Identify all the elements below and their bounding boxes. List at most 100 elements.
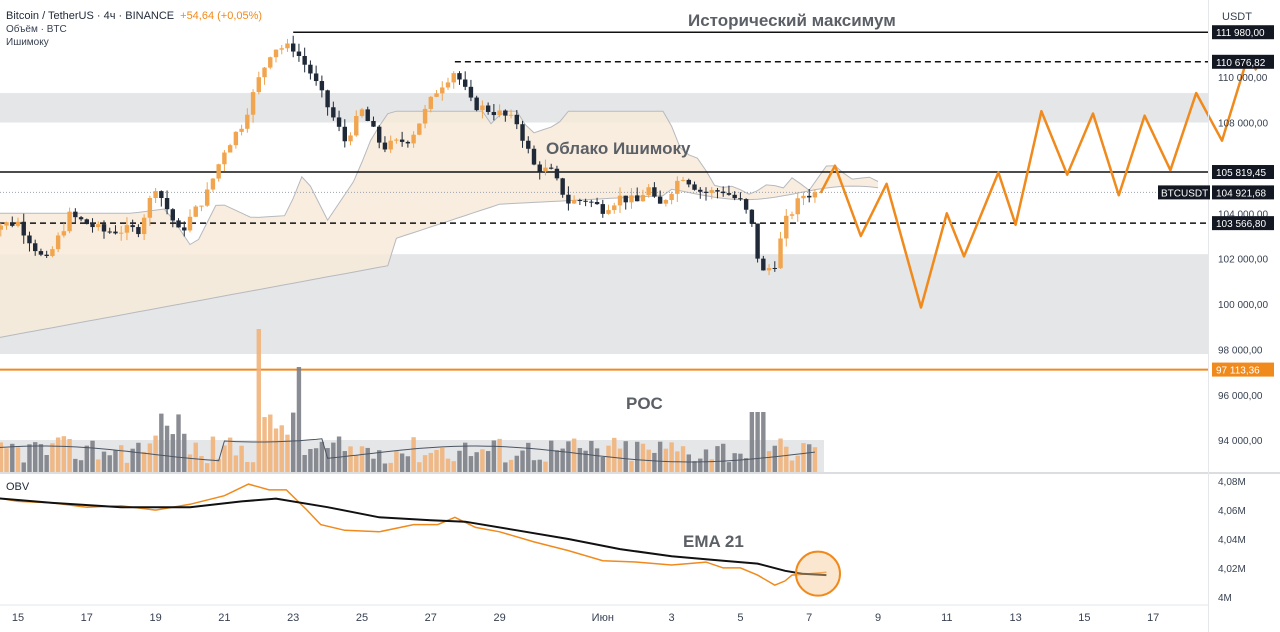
volume-bar: [612, 437, 617, 472]
volume-bar: [526, 442, 531, 472]
obv-axis-tick-label: 4,06M: [1218, 506, 1246, 517]
volume-bar: [463, 442, 468, 472]
volume-bar: [38, 444, 44, 472]
volume-bar: [457, 450, 462, 472]
candle-body: [285, 43, 290, 49]
candle-body: [73, 211, 78, 218]
time-tick-label: 17: [1147, 612, 1159, 624]
volume-bar: [537, 459, 542, 472]
volume-bar: [789, 460, 795, 472]
volume-bar: [698, 458, 703, 472]
candle-body: [90, 224, 95, 228]
candle-body: [560, 178, 565, 195]
candle-body: [359, 109, 365, 117]
volume-bar: [153, 435, 158, 472]
candle-body: [27, 235, 32, 244]
candle-body: [354, 116, 359, 136]
candle-body: [342, 126, 347, 142]
candle-body: [216, 164, 221, 179]
candle-body: [468, 86, 474, 98]
volume-bar: [96, 459, 101, 472]
cloud-annotation: Облако Ишимоку: [546, 139, 691, 158]
candle-body: [743, 199, 749, 210]
candle-body: [227, 145, 233, 153]
volume-bar: [428, 452, 433, 472]
candle-body: [308, 64, 313, 74]
time-tick-label: 25: [356, 612, 368, 624]
candle-body: [422, 108, 428, 124]
volume-bar: [394, 451, 399, 472]
axis-tick-label: 94 000,00: [1218, 436, 1263, 447]
candles: [0, 35, 818, 276]
candle-body: [629, 195, 634, 203]
volume-bar: [10, 443, 15, 472]
volume-bar: [268, 414, 273, 472]
obv-axis-tick-label: 4,04M: [1218, 535, 1246, 546]
candle-body: [657, 196, 663, 204]
candle-body: [606, 210, 611, 214]
volume-bar: [468, 456, 474, 472]
volume-bar: [336, 436, 342, 472]
volume-bar: [382, 463, 388, 472]
volume-bar: [801, 443, 806, 472]
candle-body: [715, 190, 720, 192]
candle-body: [331, 107, 336, 118]
candle-body: [365, 109, 370, 121]
volume-bar: [549, 440, 554, 472]
time-tick-label: 19: [149, 612, 161, 624]
candle-body: [807, 195, 812, 198]
volume-bar: [772, 445, 777, 472]
candle-body: [113, 231, 118, 234]
volume-bar: [159, 413, 164, 472]
volume-bar: [577, 448, 583, 472]
volume-bar: [348, 446, 353, 472]
candle-body: [124, 225, 130, 233]
candle-body: [497, 110, 502, 116]
ichimoku-legend[interactable]: Ишимоку: [6, 37, 49, 48]
volume-bar: [119, 445, 124, 472]
candle-body: [136, 227, 141, 235]
candle-body: [348, 135, 353, 142]
time-tick-label: 27: [425, 612, 437, 624]
volume-bar: [359, 446, 365, 472]
candle-body: [67, 211, 72, 232]
candle-body: [537, 164, 542, 172]
volume-bar: [308, 449, 313, 472]
candle-body: [703, 191, 709, 193]
volume-bar: [520, 450, 525, 472]
candle-body: [623, 195, 628, 203]
volume-bar: [680, 446, 686, 472]
candle-body: [147, 198, 153, 218]
volume-bar: [749, 412, 755, 472]
time-tick-label: 21: [218, 612, 230, 624]
volume-bar: [434, 449, 439, 472]
candle-body: [766, 267, 772, 271]
candle-body: [543, 167, 548, 172]
candle-body: [451, 73, 456, 83]
candle-body: [313, 73, 319, 82]
candle-body: [141, 217, 147, 235]
obv-ema-line: [0, 497, 827, 577]
volume-bar: [726, 462, 732, 472]
candle-body: [675, 180, 680, 194]
candle-body: [503, 110, 508, 116]
symbol-label[interactable]: Bitcoin / TetherUS · 4ч · BINANCE: [6, 10, 175, 22]
axis-tick-label: 98 000,00: [1218, 345, 1263, 356]
candle-body: [250, 92, 256, 115]
volume-bar: [657, 441, 663, 472]
volume-bar: [365, 447, 370, 472]
volume-bar: [692, 461, 697, 472]
price-tag-bg-4: [1212, 216, 1274, 231]
candle-body: [698, 189, 703, 192]
volume-bar: [182, 433, 187, 472]
volume-bar: [508, 459, 514, 472]
candle-body: [296, 51, 302, 56]
volume-bar: [302, 454, 307, 472]
volume-legend[interactable]: Объём · BTC: [6, 24, 67, 35]
candle-body: [600, 204, 605, 214]
time-tick-label: 7: [806, 612, 812, 624]
candle-body: [721, 191, 726, 194]
candle-body: [245, 114, 250, 129]
candle-body: [531, 148, 537, 165]
